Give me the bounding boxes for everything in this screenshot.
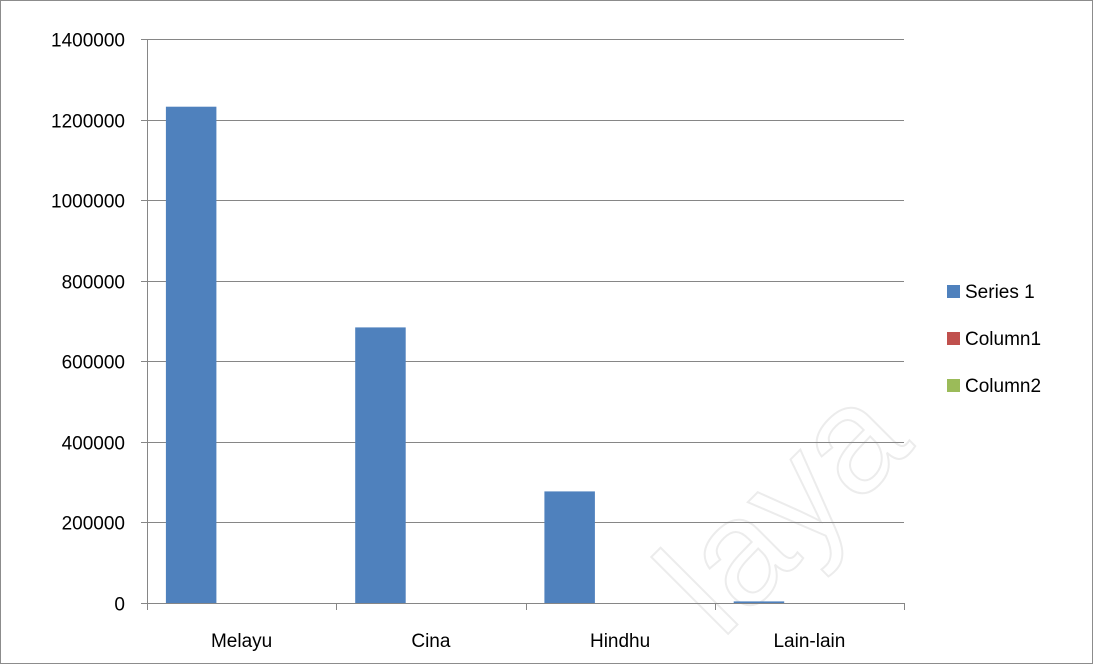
tick-labels: 0 200000 400000 600000 800000 1000000 1200000 1…: [51, 31, 845, 653]
x-tick-label: Melayu: [211, 631, 272, 652]
bar-series-1-lain-lain: [733, 601, 785, 603]
y-tick-label: 1200000: [51, 112, 125, 133]
y-tick-label: 800000: [62, 273, 125, 294]
y-tick-label: 200000: [62, 514, 125, 535]
legend-label: Column2: [965, 376, 1041, 397]
legend-label: Column1: [965, 329, 1041, 350]
y-tick-label: 1400000: [51, 31, 125, 52]
legend-label: Series 1: [965, 282, 1035, 303]
bar-series-1-hindhu: [544, 491, 595, 603]
x-tick-label: Lain-lain: [773, 631, 845, 652]
x-tick-label: Cina: [411, 631, 451, 652]
y-tick-label: 400000: [62, 434, 125, 455]
legend: Series 1 Column1 Column2: [947, 282, 1041, 397]
axes: [141, 39, 905, 610]
legend-swatch: [947, 332, 960, 345]
bar-series-1-cina: [355, 327, 406, 603]
x-tick-label: Hindhu: [590, 631, 650, 652]
watermark-text: laya: [625, 350, 939, 663]
bars: [165, 106, 785, 603]
y-tick-label: 600000: [62, 353, 125, 374]
legend-swatch: [947, 379, 960, 392]
gridlines: [147, 39, 904, 523]
y-tick-label: 0: [114, 595, 125, 616]
legend-swatch: [947, 285, 960, 298]
y-tick-label: 1000000: [51, 192, 125, 213]
bar-series-1-melayu: [165, 106, 217, 603]
